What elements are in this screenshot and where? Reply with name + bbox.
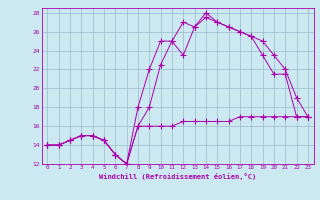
X-axis label: Windchill (Refroidissement éolien,°C): Windchill (Refroidissement éolien,°C): [99, 173, 256, 180]
